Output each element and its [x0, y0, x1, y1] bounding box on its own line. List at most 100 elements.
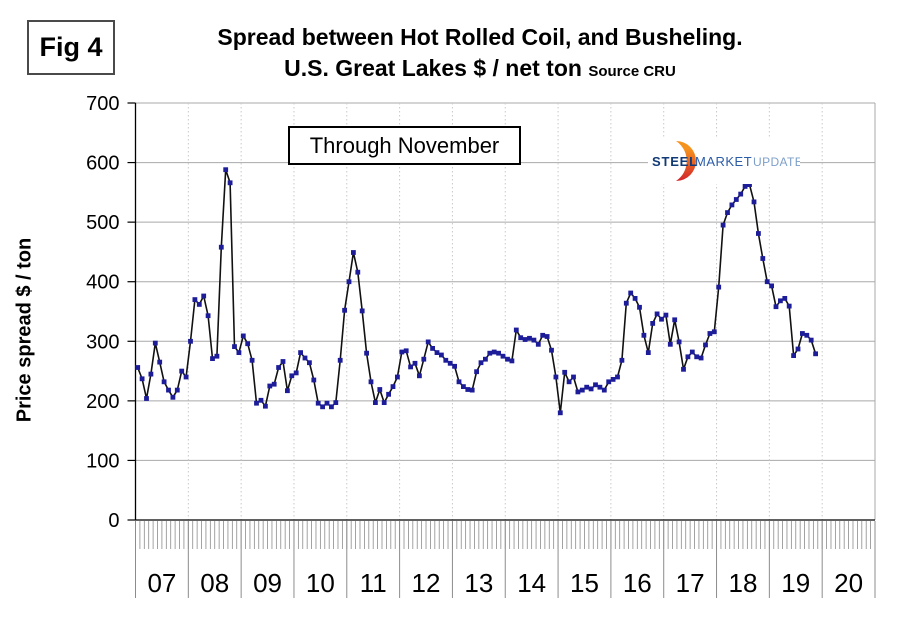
chart-source-label: Source CRU	[588, 63, 676, 80]
data-point-marker	[196, 302, 202, 307]
data-point-marker	[813, 351, 818, 357]
data-point-marker	[659, 316, 664, 322]
data-point-marker	[276, 365, 281, 370]
data-point-marker	[443, 357, 449, 363]
steel-market-update-logo-graphic: STEEL MARKET UPDATE	[652, 141, 803, 181]
x-axis-year-label: 08	[200, 568, 229, 598]
data-point-marker	[518, 335, 524, 341]
y-axis-tick-label: 700	[86, 93, 119, 115]
data-point-marker	[808, 337, 814, 343]
data-point-marker	[359, 308, 365, 314]
x-axis-year-label: 13	[464, 568, 493, 598]
data-point-marker	[218, 244, 224, 250]
data-point-marker	[245, 341, 251, 347]
chart-title-line2-text: U.S. Great Lakes $ / net ton	[284, 55, 582, 81]
data-point-marker	[513, 327, 519, 333]
data-point-marker	[584, 384, 590, 390]
data-point-marker	[170, 394, 176, 400]
data-point-marker	[637, 304, 642, 310]
data-point-marker	[553, 374, 559, 380]
steel-market-update-logo: STEEL MARKET UPDATE	[648, 139, 803, 184]
data-point-marker	[421, 356, 427, 362]
data-point-marker	[469, 387, 475, 393]
data-point-marker	[531, 337, 537, 343]
data-point-marker	[271, 381, 277, 387]
data-point-marker	[641, 332, 647, 338]
data-point-marker	[254, 400, 259, 406]
data-point-marker	[148, 371, 154, 377]
x-axis-year-label: 16	[623, 568, 652, 598]
data-point-marker	[593, 382, 598, 388]
data-point-marker	[773, 304, 779, 310]
data-point-marker	[465, 387, 471, 392]
data-point-marker	[399, 349, 405, 355]
data-point-marker	[527, 335, 532, 341]
data-point-marker	[751, 199, 757, 205]
data-point-marker	[302, 355, 308, 361]
data-point-marker	[786, 303, 792, 309]
data-point-marker	[575, 389, 581, 395]
data-point-marker	[628, 290, 634, 296]
data-point-marker	[654, 311, 660, 317]
x-axis-year-label: 15	[570, 568, 599, 598]
data-point-marker	[386, 391, 391, 397]
data-point-marker	[500, 353, 506, 359]
x-axis-year-label: 19	[781, 568, 810, 598]
data-point-marker	[166, 387, 171, 393]
data-point-marker	[619, 357, 625, 363]
data-point-marker	[703, 342, 708, 348]
data-point-marker	[227, 180, 233, 186]
data-point-marker	[562, 369, 568, 375]
x-axis-year-label: 11	[360, 568, 387, 598]
data-point-marker	[320, 404, 325, 410]
data-point-marker	[258, 397, 264, 403]
data-point-marker	[505, 356, 510, 362]
x-axis-year-label: 09	[253, 568, 282, 598]
data-point-marker	[417, 373, 422, 379]
data-point-marker	[474, 369, 479, 375]
data-point-marker	[483, 356, 488, 362]
data-point-marker	[232, 344, 237, 349]
data-point-marker	[606, 379, 612, 385]
data-point-marker	[685, 354, 691, 360]
data-point-marker	[760, 256, 766, 261]
data-point-marker	[729, 202, 735, 208]
data-point-marker	[351, 250, 356, 255]
data-point-marker	[214, 353, 220, 359]
data-point-marker	[610, 377, 616, 382]
data-point-marker	[434, 350, 440, 355]
data-point-marker	[487, 350, 493, 356]
data-point-marker	[289, 373, 295, 379]
data-point-marker	[478, 360, 484, 366]
data-point-marker	[390, 384, 396, 389]
data-point-marker	[579, 387, 585, 393]
data-point-marker	[161, 379, 167, 385]
data-point-marker	[756, 231, 761, 236]
logo-word-market: MARKET	[695, 154, 752, 169]
data-point-marker	[522, 337, 528, 342]
chart-title-line1: Spread between Hot Rolled Coil, and Bush…	[217, 24, 743, 50]
data-point-marker	[733, 197, 739, 202]
chart-title: Spread between Hot Rolled Coil, and Bush…	[120, 22, 840, 87]
x-axis-year-label: 10	[306, 568, 335, 598]
data-point-marker	[144, 396, 149, 401]
logo-word-update: UPDATE	[753, 155, 800, 169]
data-point-marker	[355, 269, 361, 275]
data-point-marker	[408, 364, 413, 370]
data-point-marker	[456, 379, 462, 385]
data-point-marker	[439, 352, 444, 358]
data-point-marker	[557, 410, 563, 416]
data-point-marker	[373, 400, 378, 405]
data-point-marker	[298, 350, 303, 355]
data-point-marker	[311, 377, 317, 383]
data-point-marker	[280, 359, 286, 364]
data-point-marker	[676, 339, 682, 345]
data-point-marker	[452, 363, 457, 369]
data-point-marker	[601, 387, 607, 393]
data-point-marker	[716, 284, 722, 290]
logo-word-steel: STEEL	[652, 154, 698, 169]
x-axis-year-label: 18	[728, 568, 757, 598]
data-point-marker	[346, 279, 352, 285]
y-axis-title: Price spread $ / ton	[13, 237, 36, 423]
data-point-marker	[240, 333, 246, 339]
